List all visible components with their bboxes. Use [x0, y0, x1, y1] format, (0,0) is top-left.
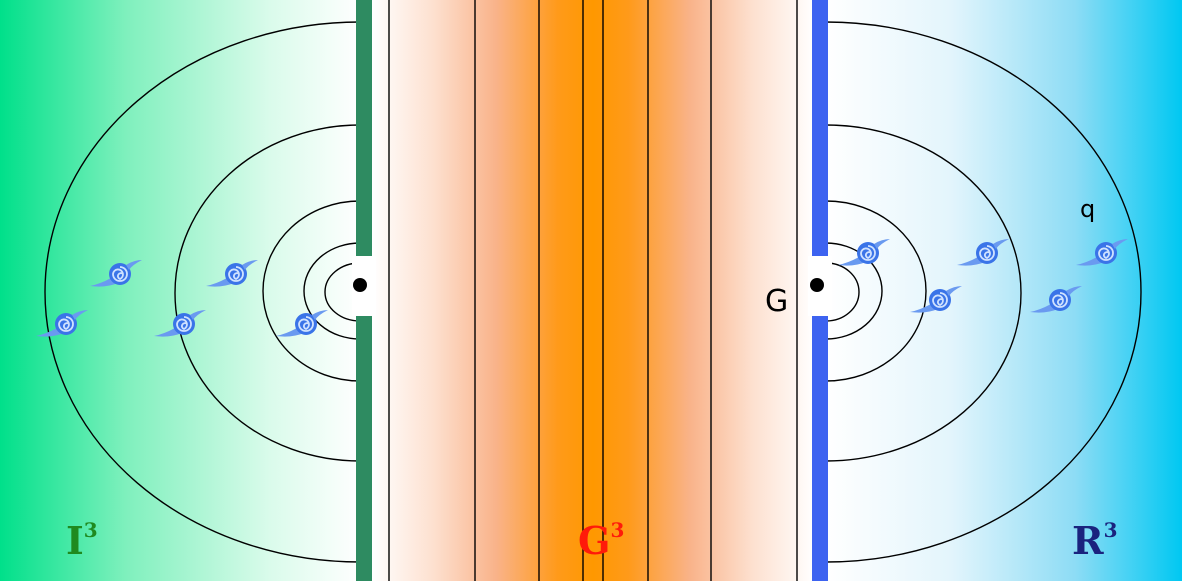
middle-region-letter: G — [578, 518, 611, 563]
middle-region-label: G3 — [578, 520, 624, 560]
center-dot-icon — [810, 278, 824, 292]
middle-field-lines — [388, 0, 798, 581]
left-region-exponent: 3 — [83, 518, 98, 542]
center-dot-icon — [353, 278, 367, 292]
left-region-letter: I — [66, 518, 84, 563]
gate-point-label: G — [765, 284, 789, 319]
middle-region — [372, 0, 814, 581]
right-wall — [812, 0, 828, 581]
right-region-exponent: 3 — [1103, 518, 1118, 542]
particle-label: q — [1080, 195, 1096, 223]
left-region-label: I3 — [66, 520, 98, 560]
right-region-letter: R — [1072, 518, 1104, 563]
right-region — [826, 0, 1182, 581]
left-wall — [356, 0, 372, 581]
right-region-label: R3 — [1072, 520, 1118, 560]
middle-region-exponent: 3 — [610, 518, 625, 542]
right-contours — [825, 21, 1142, 563]
left-contours — [44, 21, 361, 563]
left-region — [0, 0, 360, 581]
